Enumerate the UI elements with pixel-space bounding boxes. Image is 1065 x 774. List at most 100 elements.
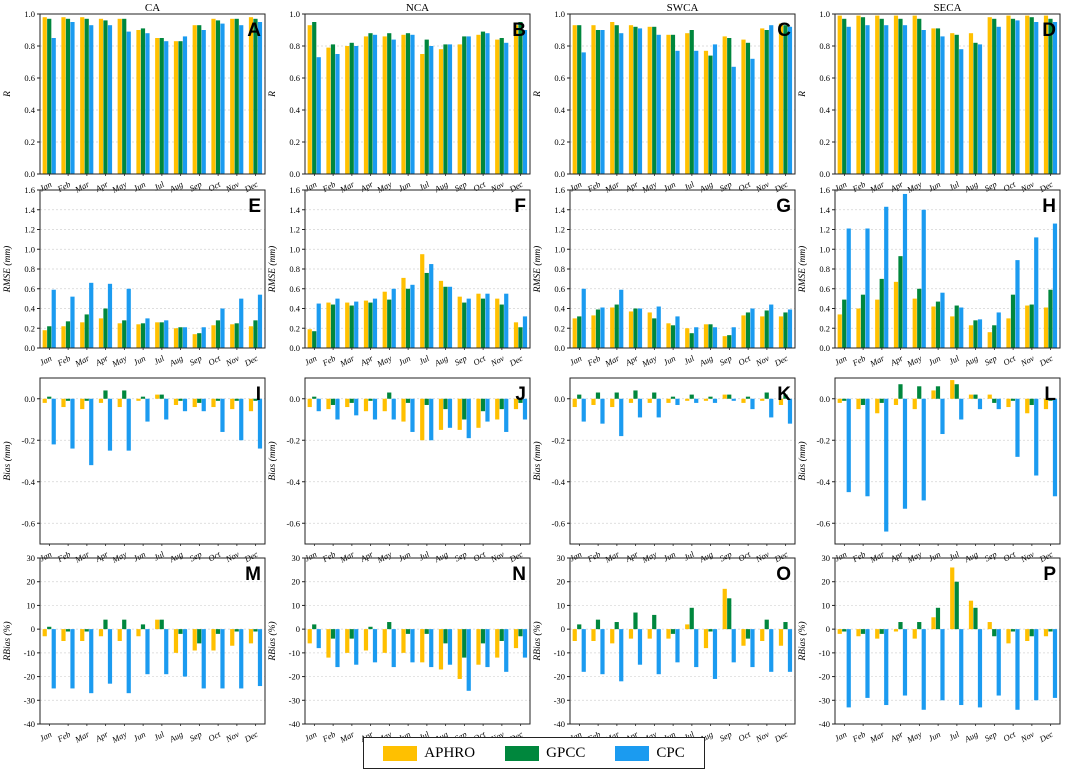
- bar-h-gpcc-aug: [973, 320, 978, 348]
- legend-swatch-gpcc: [505, 745, 540, 761]
- bar-j-aphro-mar: [345, 398, 350, 408]
- bar-h-cpc-feb: [865, 228, 870, 348]
- x-tick-label: Nov: [488, 353, 506, 369]
- bar-k-cpc-oct: [750, 398, 755, 410]
- bar-d-cpc-jun: [940, 36, 945, 175]
- legend-label-gpcc: GPCC: [546, 744, 586, 761]
- bar-c-cpc-sep: [731, 66, 736, 174]
- x-tick-label: May: [109, 179, 128, 195]
- bar-b-gpcc-may: [387, 33, 392, 175]
- bar-e-cpc-apr: [107, 283, 113, 348]
- bar-m-aphro-jun: [136, 629, 141, 637]
- y-tick-label: 0.8: [554, 264, 565, 274]
- bar-l-aphro-aug: [968, 394, 974, 399]
- y-tick-label: 0.4: [24, 105, 35, 115]
- bar-c-aphro-dec: [778, 23, 784, 174]
- x-tick-label: Jun: [132, 729, 148, 744]
- bar-j-gpcc-aug: [443, 398, 448, 410]
- y-tick-label: 0.2: [24, 323, 35, 333]
- y-axis-label-f: RMSE (mm): [267, 246, 278, 294]
- bar-e-gpcc-oct: [215, 320, 221, 348]
- bar-g-gpcc-feb: [595, 309, 601, 348]
- x-tick-label: Dec: [772, 549, 790, 565]
- bar-d-gpcc-nov: [1029, 17, 1034, 175]
- bar-c-aphro-may: [647, 26, 652, 174]
- bar-d-gpcc-feb: [860, 17, 866, 175]
- bar-h-gpcc-may: [917, 288, 922, 348]
- bar-n-cpc-jan: [316, 629, 321, 649]
- y-tick-label: -0.2: [817, 435, 830, 445]
- bar-i-cpc-jul: [164, 398, 169, 420]
- bar-g-gpcc-apr: [633, 308, 638, 348]
- bar-f-aphro-may: [382, 291, 387, 348]
- bar-g-gpcc-mar: [614, 304, 619, 348]
- x-tick-label: Dec: [242, 179, 260, 195]
- bar-c-aphro-jan: [572, 25, 577, 175]
- bar-i-gpcc-jul: [159, 394, 164, 399]
- y-tick-label: 0.0: [289, 394, 300, 404]
- bar-o-cpc-feb: [600, 629, 605, 675]
- panel-letter-m: M: [245, 564, 261, 585]
- bar-g-aphro-jun: [666, 323, 671, 348]
- x-tick-label: Jun: [132, 353, 148, 368]
- bar-i-cpc-jun: [145, 398, 150, 422]
- legend: APHRO GPCC CPC: [363, 737, 705, 769]
- bar-m-cpc-may: [126, 629, 131, 694]
- bar-i-gpcc-nov: [234, 398, 239, 401]
- bar-h-cpc-oct: [1015, 260, 1020, 348]
- x-tick-label: Aug: [962, 353, 980, 369]
- bar-e-aphro-jan: [42, 330, 47, 348]
- x-tick-label: Jun: [662, 179, 678, 194]
- y-tick-label: 0.6: [289, 73, 300, 83]
- bar-j-cpc-feb: [335, 398, 340, 420]
- bar-o-gpcc-jun: [670, 629, 676, 634]
- bar-k-gpcc-sep: [727, 394, 732, 399]
- bar-p-cpc-jul: [959, 629, 964, 706]
- y-tick-label: 1.2: [819, 225, 830, 235]
- bar-k-gpcc-may: [652, 392, 657, 399]
- y-tick-label: 1.0: [554, 9, 565, 19]
- x-tick-label: Mar: [337, 179, 356, 195]
- panel-frame-i: [39, 377, 266, 545]
- bar-h-aphro-feb: [856, 308, 861, 348]
- bar-j-gpcc-feb: [330, 398, 336, 405]
- y-tick-label: 0.0: [554, 394, 565, 404]
- y-tick-label: 0.8: [24, 41, 35, 51]
- bar-c-aphro-mar: [610, 22, 615, 174]
- bar-l-aphro-feb: [856, 398, 861, 410]
- x-tick-label: Dec: [507, 549, 525, 565]
- bar-p-gpcc-dec: [1048, 629, 1053, 632]
- bar-j-aphro-nov: [495, 398, 500, 420]
- x-tick-label: Apr: [623, 549, 640, 565]
- bar-j-gpcc-oct: [480, 398, 486, 412]
- panel-frame-j: [304, 377, 531, 545]
- y-axis-label-e: RMSE (mm): [2, 246, 13, 294]
- bar-k-cpc-feb: [600, 398, 605, 424]
- legend-item-aphro: APHRO: [383, 745, 475, 762]
- bar-n-aphro-mar: [345, 629, 350, 653]
- bar-h-gpcc-dec: [1048, 289, 1053, 348]
- x-tick-label: Sep: [453, 549, 469, 564]
- x-tick-label: Feb: [585, 549, 602, 565]
- bar-p-cpc-sep: [996, 629, 1001, 696]
- bar-e-aphro-dec: [248, 326, 254, 348]
- bar-i-aphro-jun: [136, 398, 141, 401]
- x-tick-label: Aug: [167, 179, 185, 195]
- x-tick-label: Jan: [303, 353, 319, 368]
- bar-c-cpc-nov: [769, 25, 774, 175]
- y-tick-label: 0.0: [819, 394, 830, 404]
- bar-b-gpcc-feb: [330, 44, 336, 175]
- x-tick-label: Feb: [320, 353, 337, 369]
- bar-e-aphro-nov: [230, 324, 235, 348]
- bar-i-gpcc-mar: [84, 398, 89, 401]
- bar-d-gpcc-aug: [973, 42, 978, 174]
- bar-a-cpc-jun: [145, 33, 150, 175]
- legend-swatch-aphro: [383, 745, 418, 761]
- bar-l-aphro-mar: [875, 398, 880, 414]
- bar-d-gpcc-jun: [935, 28, 941, 175]
- bar-p-aphro-dec: [1043, 629, 1049, 637]
- bar-m-aphro-nov: [230, 629, 235, 646]
- x-tick-label: Dec: [507, 179, 525, 195]
- bar-k-cpc-mar: [619, 398, 624, 437]
- bar-e-aphro-apr: [98, 318, 104, 349]
